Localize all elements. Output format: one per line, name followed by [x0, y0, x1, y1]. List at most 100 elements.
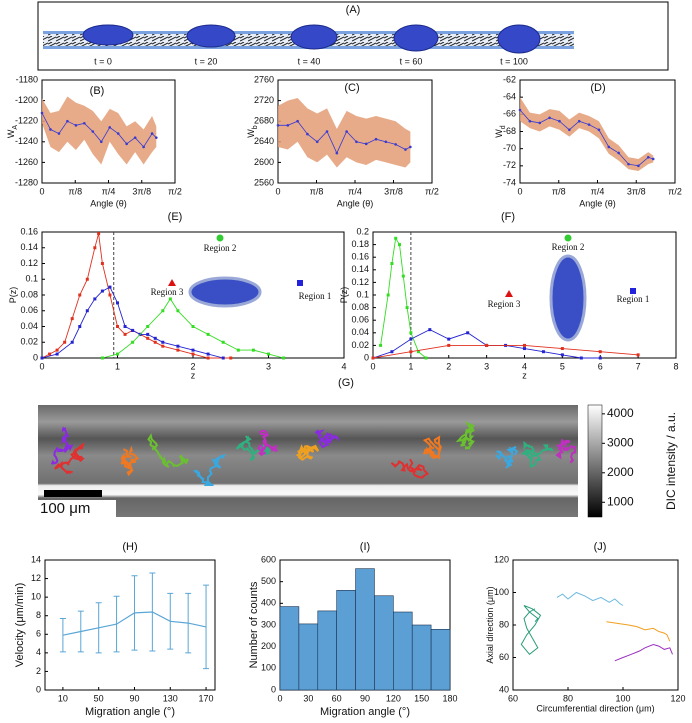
- point: [55, 352, 59, 356]
- colorbar: [587, 404, 603, 518]
- point: [646, 155, 650, 159]
- point: [116, 301, 119, 305]
- x-tick-label: 90: [129, 693, 139, 703]
- x-tick-label: 3: [266, 361, 271, 371]
- series-line: [102, 298, 284, 359]
- point: [133, 136, 137, 139]
- y-tick-label: -62: [503, 74, 516, 84]
- point: [221, 340, 225, 344]
- cell-track: [455, 420, 476, 450]
- panel-title: (G): [338, 377, 354, 389]
- point: [142, 145, 145, 149]
- y-tick-label: 8: [36, 610, 41, 620]
- x-tick-label: 90: [360, 693, 370, 703]
- y-axis-label: P(z): [8, 287, 18, 304]
- time-label: t = 60: [400, 56, 423, 66]
- point: [99, 140, 103, 144]
- point: [355, 140, 358, 144]
- colorbar-tick-label: 1000: [607, 494, 634, 508]
- y-tick-label: 2640: [254, 136, 274, 146]
- point: [345, 130, 348, 133]
- x-axis-label: Circumferential direction (μm): [536, 703, 654, 713]
- point: [371, 356, 375, 360]
- y-axis-label-main: P(z): [339, 287, 349, 304]
- x-tick-label: π/4: [591, 186, 605, 196]
- x-tick-label: π/2: [668, 186, 682, 196]
- cell-track: [390, 458, 430, 479]
- scale-bar-label-bg: [38, 500, 116, 517]
- y-axis-label-sub: A: [12, 125, 19, 130]
- region-label: Region 3: [488, 299, 521, 309]
- point: [100, 289, 104, 293]
- y-tick-label: 200: [261, 641, 276, 651]
- point: [276, 124, 280, 127]
- y-axis-label-main: W: [246, 129, 256, 138]
- y-axis-label-main: P(z): [8, 287, 18, 304]
- y-tick-label: -1200: [15, 95, 38, 105]
- point: [191, 352, 195, 356]
- point: [191, 325, 195, 328]
- y-tick-label: 0: [364, 352, 369, 362]
- x-axis-label: z: [522, 370, 527, 380]
- y-tick-label: 0.16: [20, 226, 38, 236]
- y-axis-label: Wb: [246, 125, 259, 138]
- error-bar: [59, 618, 66, 653]
- point: [93, 246, 97, 250]
- point: [63, 340, 67, 344]
- error-bar: [131, 575, 138, 651]
- y-tick-label: 0.1: [356, 289, 369, 299]
- x-tick-label: 5: [560, 361, 565, 371]
- y-axis-label: WA: [6, 125, 19, 139]
- point: [390, 262, 394, 265]
- x-tick-label: π/4: [348, 186, 362, 196]
- x-tick-label: 2: [446, 361, 451, 371]
- point: [176, 309, 180, 313]
- point: [296, 119, 299, 123]
- x-tick-label: π/2: [425, 186, 439, 196]
- cell-track: [314, 429, 340, 449]
- colorbar-tick-label: 2000: [607, 465, 634, 479]
- point: [597, 128, 601, 132]
- y-tick-label: -1260: [15, 157, 38, 167]
- point: [394, 143, 397, 146]
- y-tick-label: -64: [503, 92, 516, 102]
- y-tick-label: 14: [31, 554, 41, 564]
- point: [306, 132, 309, 136]
- point: [587, 123, 591, 126]
- point: [131, 328, 135, 332]
- panel-title: (C): [344, 82, 359, 94]
- point: [123, 332, 127, 336]
- cell-image: [188, 276, 262, 308]
- y-tick-label: 100: [261, 663, 276, 673]
- point: [221, 356, 225, 360]
- y-axis-label: P(z): [339, 287, 349, 304]
- x-axis-label: Migration angle (°): [320, 706, 410, 718]
- cell: [393, 24, 439, 52]
- x-tick-label: 8: [673, 361, 678, 371]
- x-tick-label: π/4: [102, 186, 116, 196]
- panel-title: (J): [594, 541, 607, 553]
- x-tick-label: 3π/8: [132, 186, 151, 196]
- point: [394, 236, 398, 240]
- x-tick-label: 60: [332, 693, 342, 703]
- point: [161, 344, 165, 348]
- x-tick-label: 100: [615, 693, 630, 703]
- bar: [411, 624, 432, 691]
- y-tick-label: 0.02: [20, 337, 38, 347]
- point: [108, 126, 112, 129]
- scale-bar-label: 100 μm: [40, 500, 90, 517]
- bar: [317, 610, 337, 691]
- point: [146, 336, 150, 340]
- y-tick-label: 0.14: [351, 264, 369, 274]
- x-tick-label: 80: [563, 693, 573, 703]
- region-marker: [630, 288, 636, 294]
- error-bar: [77, 610, 84, 653]
- y-tick-label: -1220: [15, 116, 38, 126]
- y-tick-label: 0.04: [351, 327, 369, 337]
- x-tick-label: 0: [39, 186, 44, 196]
- cell: [497, 24, 541, 54]
- x-tick-label: 0: [39, 361, 44, 371]
- x-tick-label: 1: [408, 361, 413, 371]
- point: [651, 157, 655, 161]
- x-axis-label: Angle (θ): [90, 198, 127, 208]
